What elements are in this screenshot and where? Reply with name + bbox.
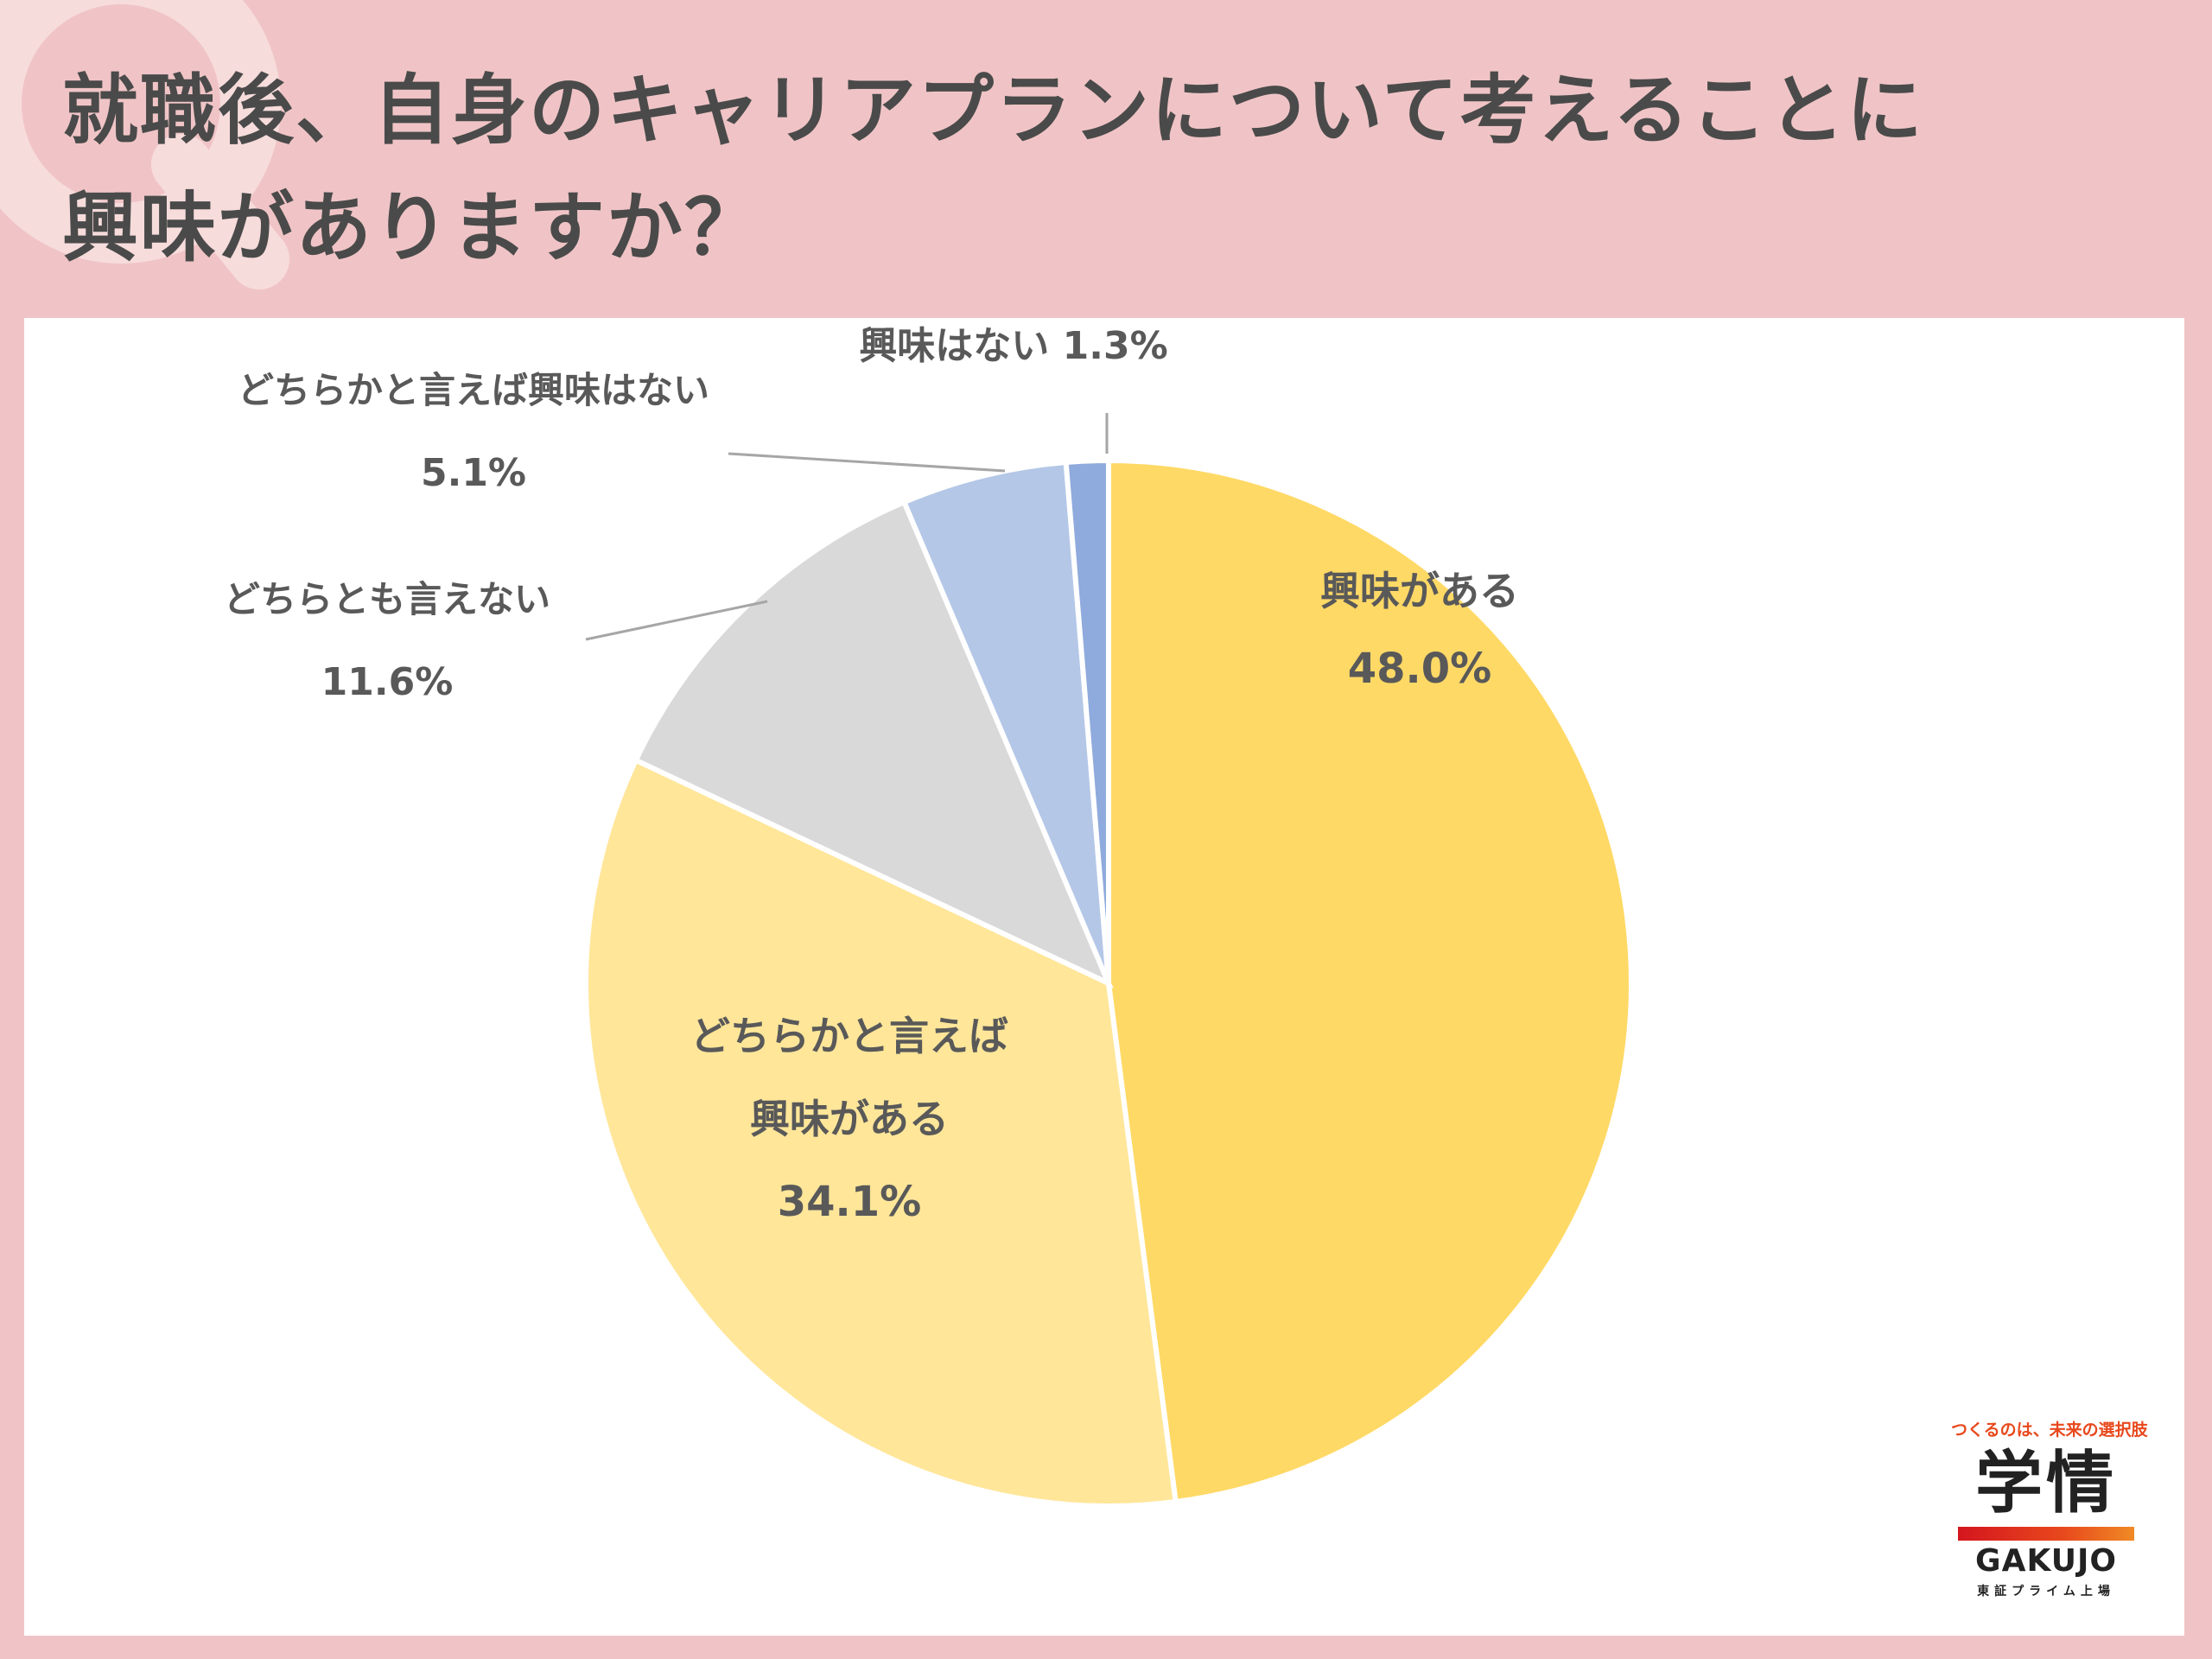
pie-slice bbox=[1106, 457, 1634, 1505]
pie-chart: 興味がある48.0%どちらかと言えば興味がある34.1%どちらとも言えない11.… bbox=[224, 324, 1634, 1509]
pie-slice bbox=[1063, 457, 1111, 984]
page-title: 就職後、自身のキャリアプランについて考えることに 興味がありますか？ bbox=[62, 52, 2171, 287]
slice-label: 興味がある bbox=[750, 1096, 949, 1142]
leader-line bbox=[728, 452, 1006, 473]
gakujo-logo: つくるのは、未来の選択肢 学情 GAKUJO 東証プライム上場 bbox=[1951, 1417, 2148, 1616]
slice-value-label: 34.1% bbox=[778, 1178, 922, 1226]
slice-label: どちらかと言えば bbox=[690, 1013, 1008, 1059]
slice-label: 興味はない 1.3% bbox=[859, 324, 1167, 368]
logo-bar bbox=[1958, 1527, 2134, 1541]
slice-value-label: 5.1% bbox=[421, 451, 526, 495]
title-line-1: 就職後、自身のキャリアプランについて考えることに bbox=[62, 66, 1924, 155]
logo-english: GAKUJO bbox=[1975, 1543, 2117, 1579]
slice-label: どちらとも言えない bbox=[224, 578, 550, 620]
title-line-2: 興味がありますか？ bbox=[62, 183, 763, 272]
logo-tagline: つくるのは、未来の選択肢 bbox=[1951, 1421, 2148, 1440]
logo-subtitle: 東証プライム上場 bbox=[1977, 1585, 2115, 1599]
logo-kanji: 学情 bbox=[1974, 1445, 2117, 1522]
leader-line bbox=[585, 600, 768, 641]
pie-slice bbox=[900, 459, 1111, 985]
q-watermark-icon bbox=[0, 0, 289, 289]
slice-label: どちらかと言えば興味はない bbox=[238, 369, 709, 411]
slice-value-label: 48.0% bbox=[1348, 645, 1492, 693]
slice-value-label: 11.6% bbox=[321, 660, 454, 704]
slice-label: 興味がある bbox=[1320, 568, 1519, 614]
chart-panel: 興味がある 48.0% どちらかと言えば 興味がある 34.1% どちらとも言えない 11.… bbox=[24, 318, 2184, 1636]
